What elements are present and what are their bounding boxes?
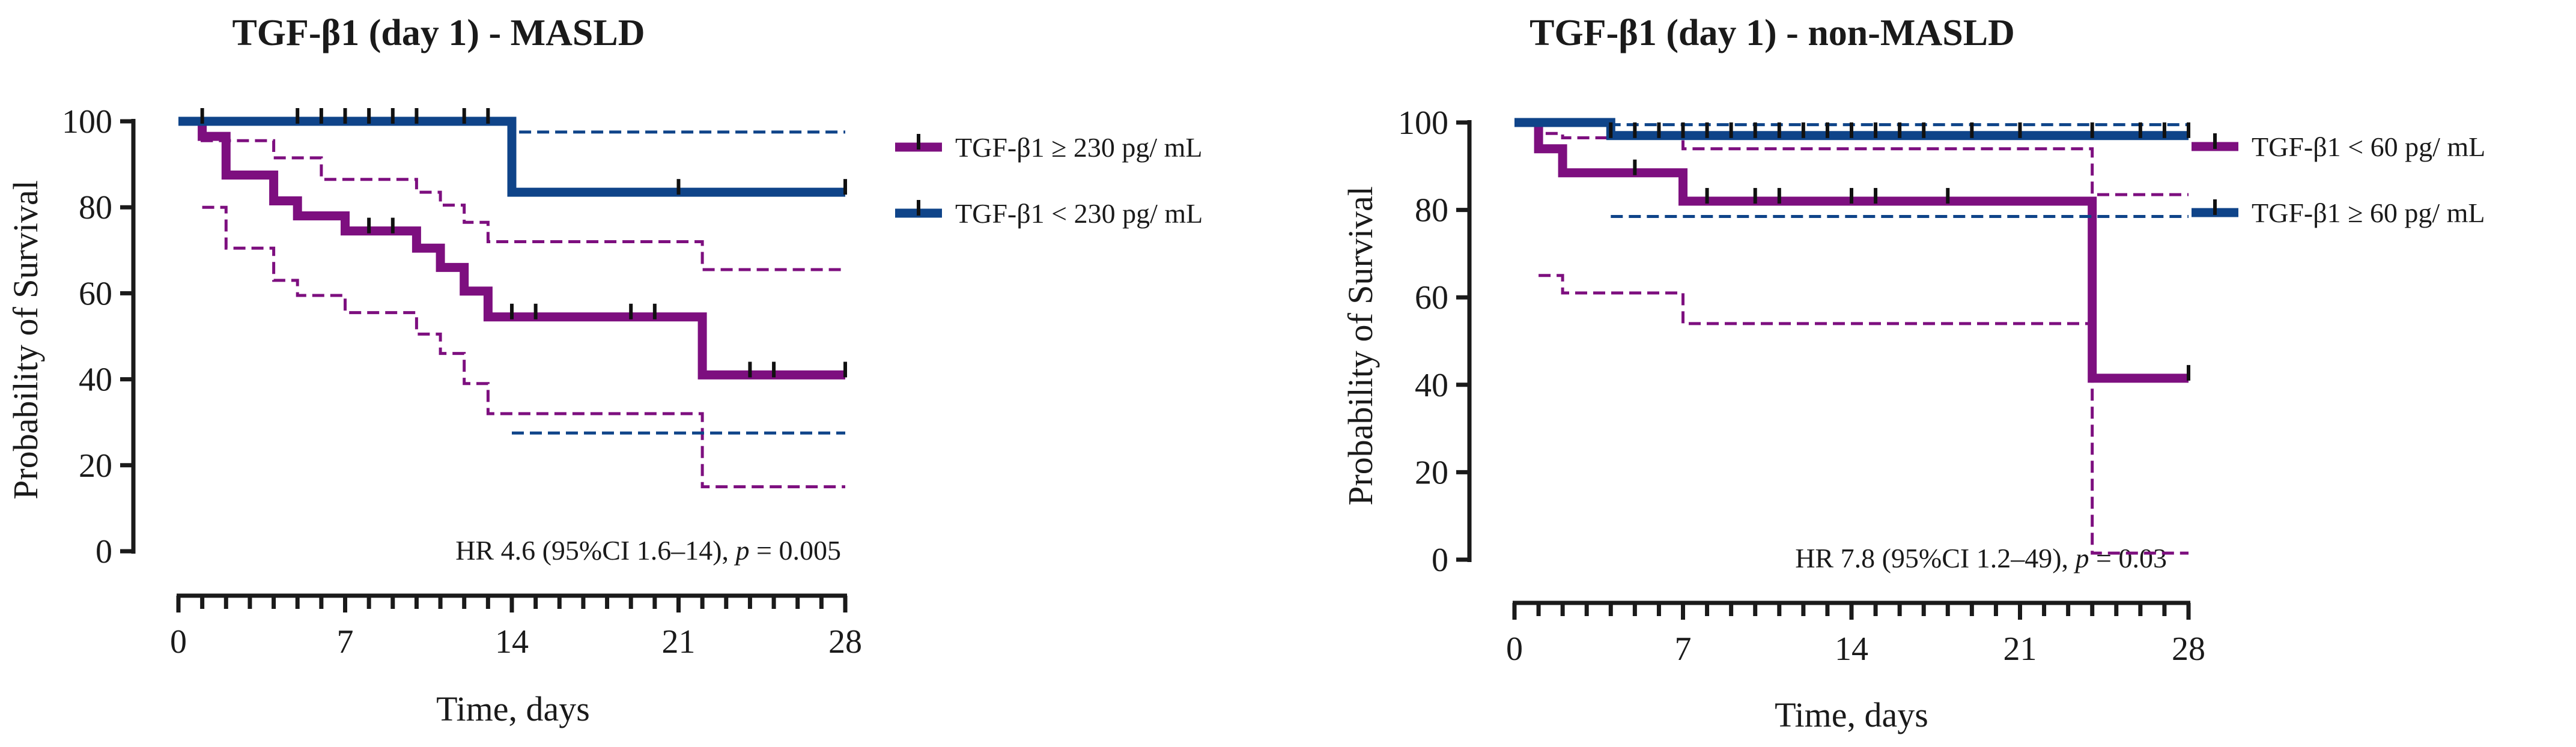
y-tick-label: 40 [1415, 367, 1448, 404]
y-axis-label: Probability of Survival [1341, 186, 1380, 506]
survival-curve [1514, 118, 2189, 383]
series-2 [178, 108, 847, 435]
legend: TGF-β1 ≥ 230 pg/ mL TGF-β1 < 230 pg/ mL [895, 132, 1203, 229]
y-tick-label: 0 [1432, 542, 1448, 579]
ci-lower-line [1539, 274, 2189, 555]
chart-title: TGF-β1 (day 1) - MASLD [232, 13, 645, 53]
x-tick-label: 0 [170, 623, 187, 661]
y-axis-label: Probability of Survival [6, 180, 45, 500]
y-tick-label: 40 [79, 361, 112, 399]
legend-label: TGF-β1 < 230 pg/ mL [955, 198, 1203, 229]
x-tick-label: 28 [2172, 631, 2205, 668]
survival-curve [178, 116, 845, 380]
legend: TGF-β1 < 60 pg/ mL TGF-β1 ≥ 60 pg/ mL [2192, 132, 2485, 228]
chart-panel-non-masld: TGF-β1 (day 1) - non-MASLD Probability o… [1341, 13, 2485, 734]
hazard-ratio-annotation: HR 7.8 (95%CI 1.2–49), p = 0.03 [1795, 543, 2167, 573]
x-tick-label: 21 [662, 623, 696, 661]
y-tick-label: 60 [1415, 279, 1448, 316]
series-1 [178, 116, 847, 489]
y-axis: 0 20 40 60 80 100 [1398, 104, 1472, 579]
x-tick-label: 7 [337, 623, 354, 661]
x-axis-label: Time, days [1775, 695, 1928, 734]
legend-label: TGF-β1 ≥ 230 pg/ mL [955, 132, 1203, 163]
y-tick-label: 80 [79, 189, 112, 226]
ci-upper-line [201, 121, 845, 271]
ci-upper-line [510, 121, 845, 134]
y-tick-label: 100 [1398, 104, 1448, 142]
x-tick-label: 21 [2003, 631, 2037, 668]
x-axis-label: Time, days [436, 689, 590, 728]
series-2 [1514, 118, 2190, 218]
chart-panel-masld: TGF-β1 (day 1) - MASLD Probability of Su… [6, 13, 1203, 728]
x-tick-label: 14 [1835, 631, 1868, 668]
y-tick-label: 80 [1415, 192, 1448, 229]
chart-title: TGF-β1 (day 1) - non-MASLD [1530, 13, 2015, 53]
y-axis: 0 20 40 60 80 100 [62, 103, 136, 570]
y-tick-label: 20 [1415, 454, 1448, 491]
y-tick-label: 60 [79, 275, 112, 312]
x-tick-label: 0 [1506, 631, 1523, 668]
x-tick-label: 28 [828, 623, 862, 661]
legend-label: TGF-β1 ≥ 60 pg/ mL [2252, 198, 2485, 228]
legend-label: TGF-β1 < 60 pg/ mL [2252, 132, 2485, 162]
series-1 [1514, 118, 2190, 555]
y-tick-label: 0 [96, 533, 112, 570]
x-tick-label: 7 [1675, 631, 1692, 668]
x-axis: 0 7 14 21 28 [170, 593, 862, 661]
y-tick-label: 20 [79, 447, 112, 485]
x-tick-label: 14 [495, 623, 529, 661]
hazard-ratio-annotation: HR 4.6 (95%CI 1.6–14), p = 0.005 [455, 535, 841, 566]
y-tick-label: 100 [62, 103, 112, 141]
ci-lower-line [202, 205, 845, 489]
ci-upper-line [1537, 122, 2189, 196]
x-axis: 0 7 14 21 28 [1506, 600, 2205, 668]
